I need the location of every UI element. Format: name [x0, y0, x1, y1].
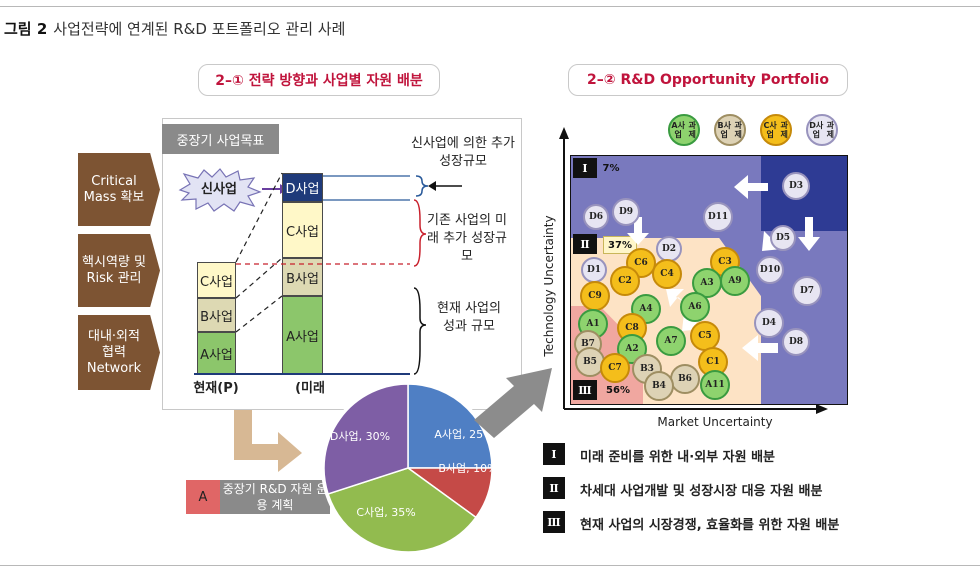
- future-d-business: D사업: [282, 173, 323, 202]
- legend-circle-0: A사업 과제: [668, 114, 700, 146]
- legend-circle-2: C사업 과제: [760, 114, 792, 146]
- plan-tag: A: [186, 480, 220, 514]
- stack-connectors: [194, 172, 410, 375]
- future-axis-label: (미래: [295, 381, 325, 396]
- project-d6: D6: [583, 204, 609, 230]
- project-d10: D10: [756, 256, 784, 284]
- legend-2-roman: Ⅱ: [543, 477, 565, 499]
- future-a-business: A사업: [282, 296, 323, 374]
- strategy-cooperation-network: 대내·외적 협력 Network: [78, 315, 160, 390]
- zone-3-pct: 56%: [603, 380, 633, 400]
- new-business-starburst: [178, 168, 262, 212]
- left-panel-header: 2–① 전략 방향과 사업별 자원 배분: [198, 64, 440, 96]
- project-d1: D1: [581, 257, 607, 283]
- pie-label-3: D사업, 30%: [330, 430, 390, 443]
- zone-1-pct: 7%: [597, 158, 625, 178]
- bottom-rule: [0, 565, 980, 566]
- portfolio-axes: [559, 127, 828, 414]
- legend-circle-3: D사업 과제: [806, 114, 838, 146]
- project-a7: A7: [656, 326, 686, 356]
- annotation-current-performance: 현재 사업의 성과 규모: [437, 301, 501, 334]
- project-b6: B6: [670, 364, 700, 394]
- project-b4: B4: [644, 371, 674, 401]
- legend-circle-line1: B사업: [717, 121, 731, 139]
- pie-label-0: A사업, 25%: [434, 428, 493, 441]
- legend-circle-1: B사업 과제: [714, 114, 746, 146]
- project-d5: D5: [770, 225, 796, 251]
- new-business-label: 신사업: [201, 182, 237, 197]
- plan-arrow: [234, 410, 302, 472]
- legend-circle-line1: C사업: [763, 121, 777, 139]
- legend-circle-line1: A사업: [671, 121, 685, 139]
- project-a6: A6: [680, 292, 710, 322]
- present-axis-label: 현재(P): [193, 381, 239, 396]
- project-d4: D4: [754, 308, 784, 338]
- pie-slice-3: [323, 383, 409, 495]
- project-a9: A9: [720, 266, 750, 296]
- project-d7: D7: [792, 276, 822, 306]
- strategy-risk-management: 핵시역량 및 Risk 관리: [78, 234, 160, 307]
- future-b-business: B사업: [282, 258, 323, 296]
- legend-circle-line2: 과제: [688, 121, 696, 139]
- plan-label-text: 중장기 R&D 자원 운용 계획: [222, 482, 328, 512]
- project-c7: C7: [600, 353, 630, 383]
- present-b-business: B사업: [197, 298, 236, 332]
- legend-circle-line1: D사업: [809, 121, 824, 139]
- strategy-critical-mass: Critical Mass 확보: [78, 153, 160, 226]
- figure-label: 그림 2: [4, 20, 48, 38]
- legend-3-roman: Ⅲ: [543, 511, 565, 533]
- present-c-business: C사업: [197, 262, 236, 298]
- annotation-brackets: [413, 175, 462, 375]
- legend-3-text: 현재 사업의 시장경쟁, 효율화를 위한 자원 배분: [580, 518, 840, 533]
- project-c4: C4: [652, 259, 682, 289]
- pie-label-2: C사업, 35%: [356, 506, 415, 519]
- figure-title: 사업전략에 연계된 R&D 포트폴리오 관리 사례: [53, 20, 346, 38]
- figure-caption: 그림 2 사업전략에 연계된 R&D 포트폴리오 관리 사례: [4, 18, 345, 39]
- zone-2-pct: 37%: [603, 236, 637, 254]
- strategy-label: 대내·외적 협력 Network: [86, 328, 142, 376]
- zone-2-roman: Ⅱ: [573, 234, 597, 254]
- pie-label-1: B사업, 10%: [438, 462, 496, 475]
- project-c2: C2: [610, 266, 640, 296]
- pie-slice-0: [407, 383, 493, 469]
- legend-2-text: 차세대 사업개발 및 성장시장 대응 자원 배분: [580, 484, 823, 499]
- strategy-label: 핵시역량 및 Risk 관리: [82, 254, 146, 286]
- right-panel-header: 2–② R&D Opportunity Portfolio: [568, 64, 848, 96]
- top-rule: [0, 6, 980, 7]
- zone-1-roman: Ⅰ: [573, 158, 597, 178]
- goal-header: 중장기 사업목표: [162, 124, 279, 154]
- annotation-new-business-growth: 신사업에 의한 추가 성장규모: [411, 136, 515, 169]
- annotation-existing-growth: 기존 사업의 미래 추가 성장규모: [426, 213, 508, 264]
- future-c-business: C사업: [282, 202, 323, 258]
- project-d11: D11: [703, 202, 733, 232]
- legend-1-text: 미래 준비를 위한 내·외부 자원 배분: [580, 450, 776, 465]
- pie-slice-2: [327, 467, 478, 553]
- legend-1-roman: Ⅰ: [543, 443, 565, 465]
- x-axis-label: Market Uncertainty: [657, 415, 773, 429]
- zone-3-roman: Ⅲ: [573, 380, 597, 400]
- project-d3: D3: [782, 172, 810, 200]
- project-d8: D8: [782, 328, 810, 356]
- plan-label: 중장기 R&D 자원 운용 계획: [220, 480, 330, 514]
- project-a11: A11: [700, 370, 730, 400]
- resource-pie-chart: A사업, 25% B사업, 10% C사업, 35% D사업, 30%: [321, 382, 496, 555]
- project-d9: D9: [612, 198, 640, 226]
- legend-circle-line2: 과제: [780, 121, 788, 139]
- legend-circle-line2: 과제: [734, 121, 742, 139]
- strategy-label: Critical Mass 확보: [83, 173, 145, 205]
- legend-circle-line2: 과제: [826, 121, 834, 139]
- transition-arrow: [474, 368, 552, 438]
- project-d2: D2: [656, 236, 682, 262]
- y-axis-label: Technology Uncertainty: [542, 215, 556, 357]
- project-c5: C5: [690, 321, 720, 351]
